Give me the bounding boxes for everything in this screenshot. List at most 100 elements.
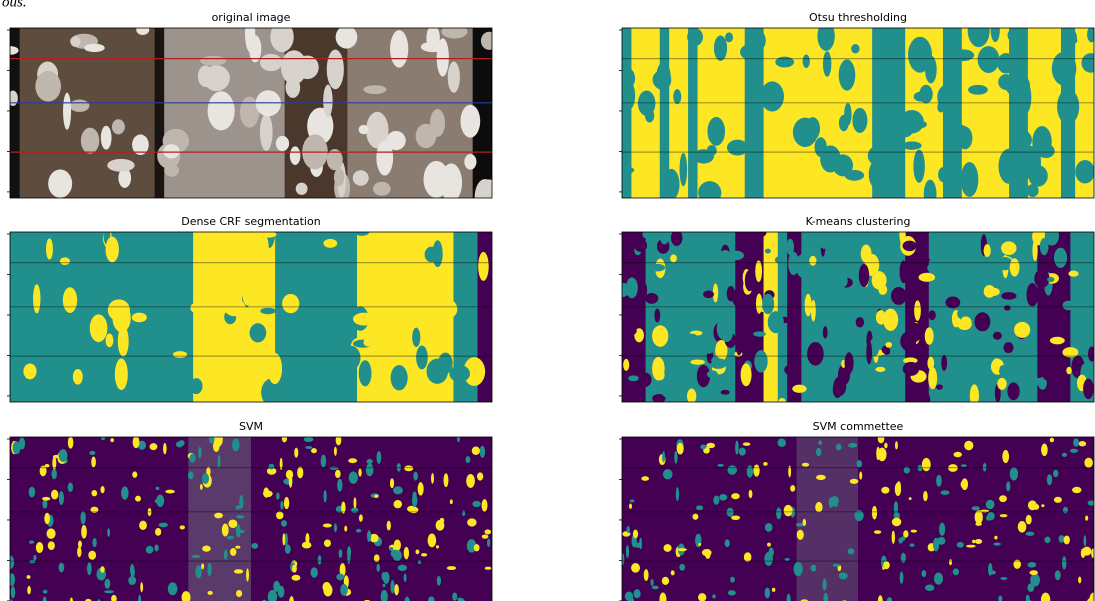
- image-blob: [450, 499, 453, 504]
- image-blob: [852, 108, 867, 133]
- image-blob: [46, 238, 53, 259]
- image-blob: [1040, 238, 1049, 255]
- image-blob: [27, 575, 31, 579]
- panel-image: [3, 15, 500, 215]
- image-blob: [700, 445, 706, 450]
- image-blob: [696, 505, 703, 510]
- image-blob: [1063, 507, 1068, 514]
- image-blob: [721, 390, 730, 395]
- image-blob: [620, 80, 635, 110]
- image-blob: [1072, 234, 1088, 241]
- image-blob: [714, 270, 726, 285]
- image-blob: [1073, 438, 1079, 446]
- image-blob: [1042, 361, 1050, 380]
- image-blob: [650, 579, 653, 586]
- image-blob: [992, 358, 999, 373]
- image-blob: [674, 451, 677, 464]
- image-blob: [1041, 443, 1048, 456]
- image-blob: [242, 279, 255, 306]
- image-blob: [1018, 521, 1027, 533]
- image-blob: [154, 544, 158, 551]
- image-blob: [336, 574, 344, 581]
- image-blob: [163, 144, 179, 158]
- image-blob: [611, 166, 634, 174]
- image-blob: [481, 32, 497, 50]
- image-blob: [232, 438, 239, 451]
- image-blob: [356, 529, 362, 533]
- image-blob: [42, 497, 50, 501]
- image-blob: [662, 386, 674, 397]
- image-blob: [107, 528, 110, 537]
- image-blob: [464, 154, 476, 170]
- image-blob: [91, 457, 96, 468]
- image-blob: [344, 526, 347, 532]
- image-blob: [390, 478, 394, 488]
- image-blob: [818, 440, 822, 445]
- image-blob: [975, 539, 982, 544]
- image-blob: [881, 487, 889, 494]
- image-blob: [42, 500, 47, 509]
- panel-image: [621, 435, 1095, 601]
- image-blob: [200, 484, 203, 490]
- image-blob: [106, 236, 119, 262]
- image-blob: [972, 540, 975, 543]
- image-blob: [452, 592, 457, 600]
- image-blob: [208, 91, 235, 130]
- image-blob: [190, 303, 201, 313]
- image-blob: [482, 499, 488, 512]
- panel-title: K-means clustering: [806, 215, 911, 228]
- image-blob: [654, 309, 660, 323]
- image-blob: [883, 561, 890, 569]
- image-blob: [728, 590, 736, 595]
- image-blob: [823, 51, 831, 76]
- image-blob: [947, 374, 953, 381]
- image-blob: [76, 315, 92, 325]
- image-blob: [260, 54, 282, 71]
- image-blob: [679, 564, 685, 571]
- image-blob: [198, 65, 213, 87]
- image-blob: [1067, 36, 1077, 44]
- image-blob: [22, 288, 32, 319]
- image-blob: [970, 384, 979, 406]
- image-blob: [1028, 500, 1037, 510]
- image-blob: [765, 588, 770, 599]
- image-blob: [387, 521, 391, 531]
- image-blob: [744, 552, 752, 562]
- image-blob: [961, 480, 968, 488]
- image-blob: [311, 448, 317, 453]
- image-blob: [957, 542, 964, 548]
- image-blob: [1079, 441, 1087, 446]
- image-blob: [383, 584, 386, 587]
- image-blob: [269, 464, 275, 470]
- panel-title: original image: [212, 11, 291, 24]
- image-blob: [33, 284, 40, 313]
- image-blob: [347, 552, 350, 564]
- image-blob: [81, 128, 99, 154]
- image-blob: [731, 516, 740, 521]
- image-blob: [1000, 577, 1007, 580]
- image-blob: [260, 114, 273, 151]
- image-blob: [168, 582, 178, 595]
- image-blob: [933, 538, 939, 552]
- image-blob: [289, 474, 293, 488]
- image-blob: [390, 580, 394, 593]
- image-blob: [997, 53, 1014, 73]
- image-blob: [190, 378, 202, 394]
- image-blob: [816, 475, 826, 480]
- image-blob: [984, 244, 991, 257]
- image-blob: [389, 547, 394, 551]
- image-blob: [437, 576, 441, 586]
- image-blob: [896, 114, 915, 138]
- image-blob: [1070, 449, 1078, 453]
- image-blob: [678, 548, 687, 551]
- image-blob: [903, 241, 917, 252]
- image-blob: [1031, 578, 1038, 584]
- image-blob: [814, 276, 828, 299]
- image-blob: [753, 331, 766, 336]
- image-blob: [297, 467, 303, 479]
- image-blob: [953, 568, 959, 575]
- image-blob: [889, 241, 898, 261]
- image-blob: [48, 169, 72, 197]
- image-blob: [437, 38, 449, 76]
- image-blob: [89, 451, 95, 455]
